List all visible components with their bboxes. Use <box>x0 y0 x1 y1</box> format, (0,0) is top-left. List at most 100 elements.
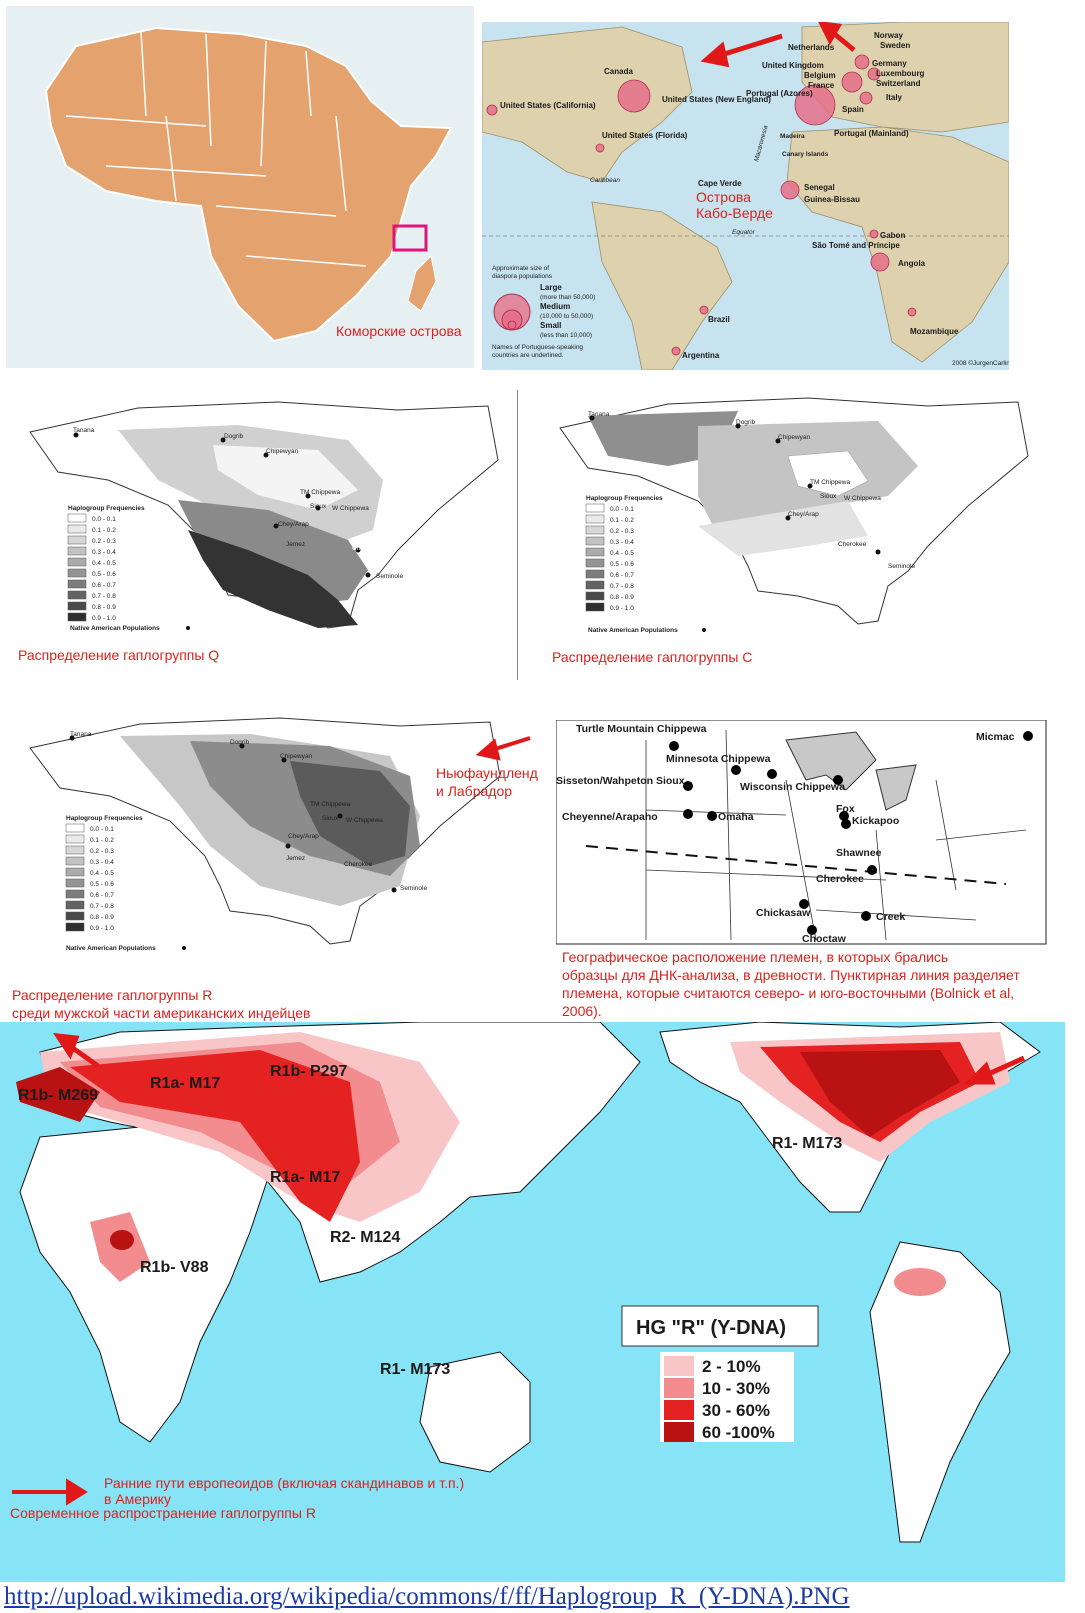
native-populations-label: Native American Populations <box>70 625 160 632</box>
population-dot <box>365 572 371 578</box>
country-label: Spain <box>842 105 864 114</box>
frequency-swatch <box>65 845 85 855</box>
frequency-class-label: 0.5 - 0.6 <box>610 561 634 568</box>
world-haplogroup-r-map: R1b- M269 R1a- M17 R1b- P297 R1a- M17 R2… <box>10 1022 1041 1543</box>
frequency-swatch <box>65 922 85 932</box>
frequency-class-label: 0.7 - 0.8 <box>610 583 634 590</box>
diaspora-circle <box>841 71 863 93</box>
frequency-swatch <box>585 591 605 601</box>
svg-text:(less than 10,000): (less than 10,000) <box>540 332 592 339</box>
tribe-label: Minnesota Chippewa <box>666 753 771 765</box>
tribe-dot <box>861 911 871 921</box>
source-url-link[interactable]: http://upload.wikimedia.org/wikipedia/co… <box>4 1583 850 1610</box>
population-label: Chey/Arap <box>788 511 819 518</box>
tribe-label: Choctaw <box>802 933 847 945</box>
frequency-swatch <box>67 546 87 556</box>
comoros-label: Коморские острова <box>336 323 462 339</box>
population-dot <box>239 743 245 749</box>
population-dot <box>807 483 813 489</box>
world-haplogroup-r-panel: R1b- M269 R1a- M17 R1b- P297 R1a- M17 R2… <box>0 1022 1065 1582</box>
frequency-class-label: 0.6 - 0.7 <box>610 572 634 579</box>
hg-r-legend-label: 10 - 30% <box>702 1379 770 1398</box>
population-label: Cherokee <box>838 541 867 548</box>
frequency-zone-q-white <box>213 445 358 510</box>
diaspora-circle <box>854 54 870 70</box>
frequency-class-label: 0.0 - 0.1 <box>90 826 114 833</box>
native-populations-label: Native American Populations <box>588 627 678 634</box>
diaspora-circle <box>869 229 879 239</box>
frequency-class-label: 0.1 - 0.2 <box>92 527 116 534</box>
frequency-swatch <box>585 558 605 568</box>
haplogroup-r-map: Tanana Dogrib Chipewyan TM Chippewa Siou… <box>12 717 538 1021</box>
frequency-class-label: 0.0 - 0.1 <box>92 516 116 523</box>
frequency-swatch <box>67 612 87 622</box>
hg-r-legend-label: 60 -100% <box>702 1423 775 1442</box>
diaspora-circle <box>867 67 881 81</box>
region-label: R1b- P297 <box>270 1063 347 1080</box>
tribe-dot <box>707 811 717 821</box>
haplogroup-c-panel: Tanana Dogrib Chipewyan TM Chippewa Siou… <box>548 396 1038 686</box>
country-label: Guinea-Bissau <box>804 195 860 204</box>
population-dot <box>785 515 791 521</box>
migration-arrow <box>717 33 783 59</box>
frequency-class-label: 0.2 - 0.3 <box>610 528 634 535</box>
population-label: Sioux <box>322 815 339 822</box>
africa-land <box>19 1126 271 1443</box>
hg-r-legend-swatch <box>664 1356 694 1376</box>
country-label: Gabon <box>880 231 905 240</box>
tribe-label: Turtle Mountain Chippewa <box>576 723 707 735</box>
frequency-class-label: 0.3 - 0.4 <box>92 549 116 556</box>
frequency-class-label: 0.3 - 0.4 <box>90 859 114 866</box>
country-label: Canada <box>604 67 633 76</box>
great-lakes <box>785 731 917 811</box>
haplogroup-q-caption: Распределение гаплогруппы Q <box>18 647 219 663</box>
tribe-label: Fox <box>836 803 855 815</box>
frequency-zone-r-dark <box>290 761 410 866</box>
svg-text:Haplogroup Frequencies: Haplogroup Frequencies <box>586 495 663 502</box>
region-label: R2- M124 <box>330 1229 400 1246</box>
svg-text:(more than 50,000): (more than 50,000) <box>540 294 595 301</box>
population-label: Seminole <box>376 573 403 580</box>
diaspora-circle <box>859 91 873 105</box>
country-label: Senegal <box>804 183 835 192</box>
country-label: Madeira <box>780 133 805 140</box>
country-label: United Kingdom <box>762 61 824 70</box>
population-dot <box>775 438 781 444</box>
population-label: W Chippewa <box>844 495 881 502</box>
cape-verde-ru-label: Острова <box>696 189 751 205</box>
tribe-dot <box>833 775 843 785</box>
frequency-class-label: 0.9 - 1.0 <box>92 615 116 622</box>
frequency-swatch <box>67 524 87 534</box>
haplogroup-c-map: Tanana Dogrib Chipewyan TM Chippewa Siou… <box>552 397 1029 665</box>
population-label: Chey/Arap <box>278 521 309 528</box>
population-label: Chipewyan <box>778 434 811 441</box>
newfoundland-arrow <box>475 736 531 761</box>
tribe-label: Micmac <box>976 731 1015 743</box>
north-america-land <box>482 26 693 183</box>
frequency-swatch <box>585 525 605 535</box>
comoros-highlight-box <box>392 224 428 252</box>
region-label: R1a- M17 <box>150 1075 220 1092</box>
tribe-dot <box>839 811 849 821</box>
country-label: Luxembourg <box>876 69 925 78</box>
frequency-legend: Haplogroup Frequencies 0.0 - 0.1 0.1 - 0.… <box>65 815 186 952</box>
diaspora-circle <box>794 84 836 126</box>
population-dot <box>391 887 397 893</box>
panel-divider <box>517 390 518 680</box>
frequency-swatch <box>585 580 605 590</box>
frequency-swatch <box>65 856 85 866</box>
frequency-class-label: 0.4 - 0.5 <box>610 550 634 557</box>
country-label: Switzerland <box>876 79 921 88</box>
diaspora-size-legend: Approximate size of diaspora populations… <box>492 265 595 359</box>
frequency-swatch <box>585 547 605 557</box>
haplogroup-q-panel: Tanana Dogrib Chipewyan TM Chippewa Siou… <box>18 400 504 690</box>
tribe-dot <box>841 819 851 829</box>
svg-text:(10,000 to 50,000): (10,000 to 50,000) <box>540 313 593 320</box>
tribe-dot <box>807 925 817 935</box>
frequency-class-label: 0.5 - 0.6 <box>92 571 116 578</box>
svg-text:Names of Portuguese-speaking: Names of Portuguese-speaking <box>492 344 583 351</box>
diaspora-circle <box>907 307 917 317</box>
tribe-dot <box>799 899 809 909</box>
diaspora-circle <box>671 346 681 356</box>
hg-r-legend: HG "R" (Y-DNA) 2 - 10% 10 - 30% 30 - 60% 60… <box>621 1305 819 1442</box>
